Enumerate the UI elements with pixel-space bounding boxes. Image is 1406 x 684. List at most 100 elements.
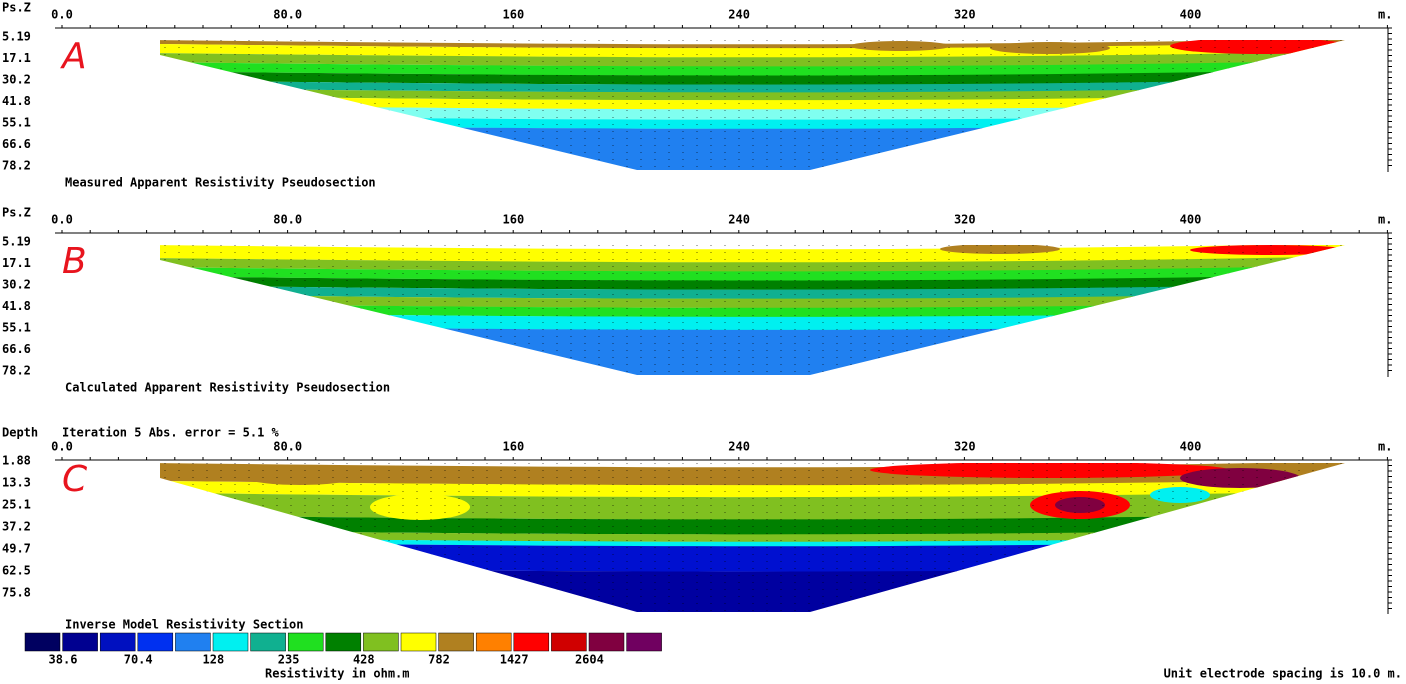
depth-tick-label: 78.2 <box>2 364 31 378</box>
x-unit: m. <box>1378 440 1392 454</box>
legend-swatch <box>137 632 174 652</box>
color-patch <box>1170 40 1345 54</box>
depth-tick-label: 1.88 <box>2 454 31 468</box>
x-tick-label: 160 <box>503 8 525 22</box>
color-band <box>160 93 1345 110</box>
panel-caption: Calculated Apparent Resistivity Pseudose… <box>65 381 390 395</box>
section <box>160 245 1345 375</box>
x-tick-label: 240 <box>728 213 750 227</box>
x-tick-label: 0.0 <box>51 440 73 454</box>
panel-caption: Inverse Model Resistivity Section <box>65 618 303 632</box>
x-tick-label: 240 <box>728 8 750 22</box>
depth-tick-label: 30.2 <box>2 278 31 292</box>
legend-title: Resistivity in ohm.m <box>265 667 410 681</box>
color-band <box>160 51 1345 67</box>
legend-label: 2604 <box>575 653 604 667</box>
color-patch <box>850 41 950 51</box>
legend: 38.6 70.4 128 235 428 782 1427 2604 Resistivity … <box>24 632 662 681</box>
x-tick-label: 160 <box>503 440 525 454</box>
color-patch <box>240 465 360 485</box>
legend-swatch <box>250 632 286 652</box>
x-tick-label: 400 <box>1180 440 1202 454</box>
x-tick-label: 400 <box>1180 213 1202 227</box>
footer-note: Unit electrode spacing is 10.0 m. <box>1164 667 1402 681</box>
panel-letter: C <box>62 459 88 500</box>
legend-swatch <box>24 632 61 652</box>
x-tick-label: 400 <box>1180 8 1202 22</box>
x-unit: m. <box>1378 8 1392 22</box>
color-band <box>160 122 1345 170</box>
legend-label: 70.4 <box>124 653 153 667</box>
depth-tick-label: 5.19 <box>2 235 31 249</box>
depth-axis-title: Ps.Z <box>2 1 31 15</box>
panel: Ps.Z 0.0 80.0 160 240 320 400 m. 5.19 17.1 30.2 41.… <box>2 206 1392 395</box>
panel-letter: B <box>62 241 87 282</box>
depth-tick-label: 55.1 <box>2 321 31 335</box>
color-patch <box>1150 487 1210 503</box>
color-band <box>160 292 1345 309</box>
color-band <box>160 513 1345 535</box>
x-unit: m. <box>1378 213 1392 227</box>
panel: Ps.Z 0.0 80.0 160 240 320 400 m. 5.19 17.1 30.2 41.… <box>2 1 1392 190</box>
x-tick-label: 320 <box>954 8 976 22</box>
legend-label: 782 <box>428 653 450 667</box>
color-band <box>160 565 1345 612</box>
color-band <box>160 69 1345 85</box>
legend-swatch <box>99 632 136 652</box>
depth-tick-label: 5.19 <box>2 30 31 44</box>
legend-label: 38.6 <box>49 653 78 667</box>
color-patch <box>1190 245 1345 255</box>
depth-axis-title: Depth <box>2 426 38 440</box>
legend-swatch <box>475 632 512 652</box>
panel-letter: A <box>60 36 87 77</box>
legend-swatch <box>175 632 211 652</box>
legend-swatch <box>363 632 399 652</box>
color-patch <box>370 494 470 520</box>
depth-tick-label: 49.7 <box>2 542 31 556</box>
iteration-header: Iteration 5 Abs. error = 5.1 % <box>62 426 280 440</box>
color-patch <box>1055 497 1105 513</box>
legend-label: 128 <box>203 653 225 667</box>
legend-swatch <box>62 632 98 652</box>
legend-swatch <box>626 632 662 652</box>
legend-swatch <box>287 632 324 652</box>
legend-label: 1427 <box>500 653 529 667</box>
legend-swatch <box>212 632 249 652</box>
legend-swatch <box>513 632 550 652</box>
color-patch <box>1180 468 1300 488</box>
depth-tick-label: 25.1 <box>2 498 31 512</box>
x-tick-label: 0.0 <box>51 213 73 227</box>
panel-caption: Measured Apparent Resistivity Pseudosect… <box>65 176 376 190</box>
depth-tick-label: 30.2 <box>2 73 31 87</box>
color-band <box>160 528 1345 543</box>
depth-tick-label: 13.3 <box>2 476 31 490</box>
legend-label: 235 <box>278 653 300 667</box>
depth-tick-label: 66.6 <box>2 342 31 356</box>
color-band <box>160 301 1345 318</box>
depth-tick-label: 62.5 <box>2 564 31 578</box>
depth-tick-label: 75.8 <box>2 586 31 600</box>
depth-axis-title: Ps.Z <box>2 206 31 220</box>
legend-swatch <box>438 632 474 652</box>
x-tick-label: 160 <box>503 213 525 227</box>
depth-tick-label: 55.1 <box>2 116 31 130</box>
x-tick-label: 80.0 <box>273 8 302 22</box>
depth-tick-label: 66.6 <box>2 137 31 151</box>
color-patch <box>990 42 1110 54</box>
color-band <box>160 86 1345 101</box>
legend-label: 428 <box>353 653 375 667</box>
legend-swatch <box>400 632 437 652</box>
depth-tick-label: 78.2 <box>2 159 31 173</box>
legend-swatch <box>551 632 587 652</box>
color-band <box>160 274 1345 290</box>
depth-tick-label: 41.8 <box>2 94 31 108</box>
x-tick-label: 240 <box>728 440 750 454</box>
color-band <box>160 283 1345 300</box>
color-band <box>160 256 1345 272</box>
section <box>160 463 1345 612</box>
color-band <box>160 323 1345 375</box>
x-tick-label: 0.0 <box>51 8 73 22</box>
panel: Depth Iteration 5 Abs. error = 5.1 %0.0 80… <box>2 426 1392 632</box>
x-tick-label: 320 <box>954 213 976 227</box>
